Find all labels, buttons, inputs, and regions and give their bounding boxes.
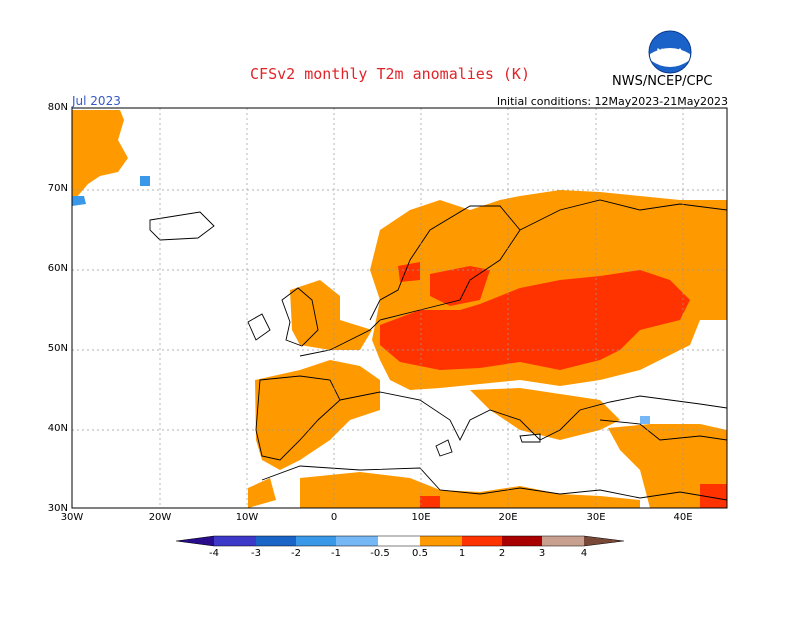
anomaly-region-uk [290, 280, 372, 350]
colorbar-label-pos1: 1 [458, 548, 466, 559]
lat-label-50n: 50N [47, 343, 68, 354]
anomaly-region-iberia [255, 360, 380, 470]
colorbar-cell-pos3-4 [542, 536, 584, 546]
map-title: CFSv2 monthly T2m anomalies (K) [250, 65, 530, 83]
colorbar-label-neg1: -1 [331, 548, 341, 559]
anomaly-region-central-red [380, 270, 690, 370]
colorbar-cell-pos05-1 [420, 536, 462, 546]
lon-label-30w: 30W [60, 512, 84, 523]
anomaly-region-greenland-neg2 [140, 176, 150, 186]
forecast-month: Jul 2023 [72, 94, 121, 108]
anomaly-field [72, 110, 727, 508]
lon-label-40e: 40E [673, 512, 693, 523]
anomaly-region-baltic-red [430, 266, 490, 306]
anomaly-region-caspian-neg [640, 416, 650, 424]
anomaly-region-north-africa [300, 472, 640, 508]
anomaly-region-east-med [608, 424, 727, 508]
lon-label-10w: 10W [235, 512, 259, 523]
noaa-logo-text: NOAA [657, 47, 684, 57]
colorbar-label-neg4: -4 [209, 548, 219, 559]
colorbar-cell-neg1-2 [296, 536, 336, 546]
colorbar-cell-neg3-4 [214, 536, 256, 546]
initial-conditions: Initial conditions: 12May2023-21May2023 [496, 95, 728, 108]
colorbar-label-neg2: -2 [291, 548, 301, 559]
colorbar-cell-neg05-1 [336, 536, 378, 546]
colorbar-label-neg05: -0.5 [370, 548, 390, 559]
colorbar-label-neg3: -3 [251, 548, 261, 559]
anomaly-region-se-red [700, 484, 727, 508]
colorbar-cell-neg2-3 [256, 536, 296, 546]
lon-label-0: 0 [330, 512, 338, 523]
anomaly-region-africa-red [420, 496, 440, 508]
lat-label-60n: 60N [47, 263, 68, 274]
colorbar-cell-neutral [378, 536, 420, 546]
lat-label-80n: 80N [47, 102, 68, 113]
lon-label-30e: 30E [586, 512, 606, 523]
lat-label-30n: 30N [47, 503, 68, 514]
lat-label-40n: 40N [47, 423, 68, 434]
anomaly-region-greenland [72, 110, 128, 200]
lat-label-70n: 70N [47, 183, 68, 194]
colorbar-label-pos05: 0.5 [412, 548, 428, 559]
anomaly-region-greenland-neg [72, 196, 86, 206]
colorbar-label-pos2: 2 [498, 548, 506, 559]
colorbar-label-pos3: 3 [538, 548, 546, 559]
lon-label-10e: 10E [411, 512, 431, 523]
graticule [72, 108, 727, 508]
coastlines [149, 199, 727, 501]
colorbar-label-pos4: 4 [580, 548, 588, 559]
colorbar-cell-pos1-2 [462, 536, 502, 546]
lon-label-20w: 20W [148, 512, 172, 523]
anomaly-region-morocco [248, 478, 276, 508]
agency-label: NWS/NCEP/CPC [612, 74, 713, 89]
map-frame [71, 107, 728, 509]
lon-label-20e: 20E [498, 512, 518, 523]
colorbar-cell-neg4p [176, 536, 214, 546]
anomaly-region-balkans [470, 388, 620, 440]
noaa-logo: NOAA [648, 30, 692, 74]
colorbar [175, 535, 625, 547]
colorbar-cell-pos4p [584, 536, 624, 546]
colorbar-cell-pos2-3 [502, 536, 542, 546]
